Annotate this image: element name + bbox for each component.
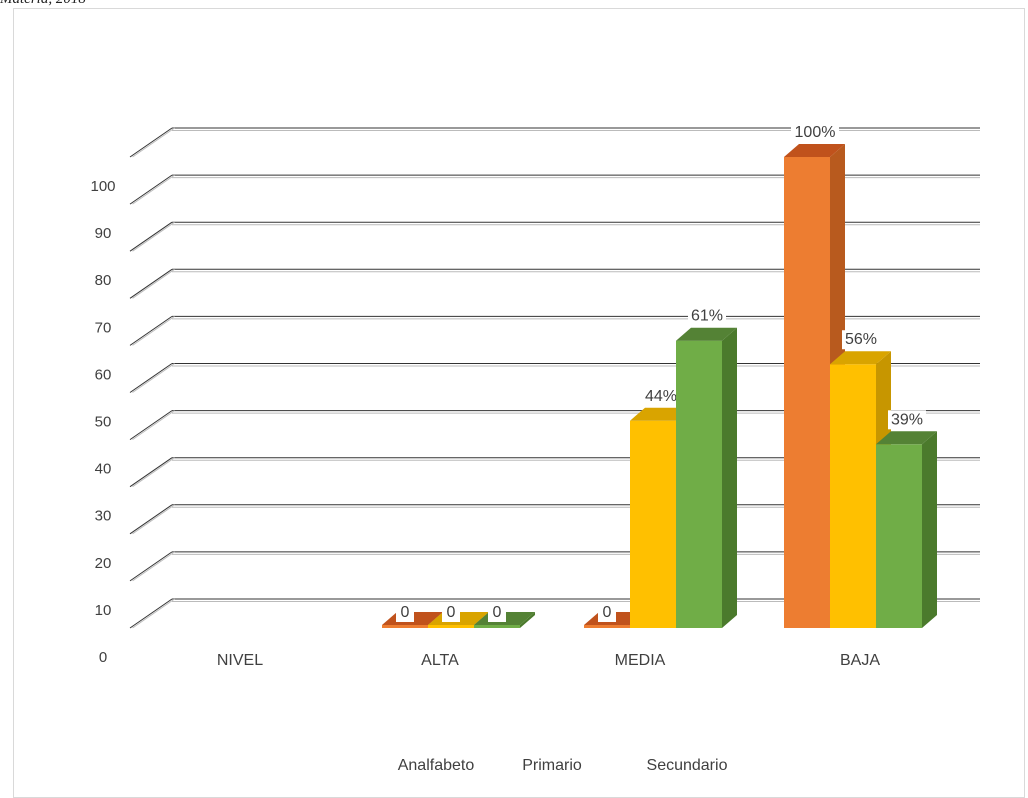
caption: Materia, 2018 — [0, 0, 86, 8]
x-tick-label: NIVEL — [217, 652, 263, 669]
bar-front — [784, 157, 830, 628]
y-tick-label: 0 — [99, 649, 107, 666]
side-gridline-shadow — [132, 315, 175, 346]
data-label-bg — [396, 603, 414, 622]
side-gridline-shadow — [132, 504, 175, 535]
side-gridline — [129, 598, 173, 629]
side-gridline-shadow — [132, 268, 175, 299]
x-axis: NIVEL ALTA MEDIA BAJA — [217, 652, 880, 669]
y-axis: 0 10 20 30 40 50 60 70 80 90 100 — [90, 178, 115, 666]
bar-front — [876, 444, 922, 628]
side-gridline — [129, 551, 173, 582]
y-tick-label: 50 — [95, 414, 112, 431]
side-gridline — [129, 410, 173, 441]
bar-front — [584, 625, 630, 628]
side-gridline — [129, 504, 173, 535]
data-label-bg — [688, 306, 726, 326]
x-tick-label: ALTA — [421, 652, 459, 669]
side-gridline — [129, 174, 173, 205]
bar-side — [722, 327, 737, 628]
bar-front — [830, 364, 876, 628]
x-tick-label: MEDIA — [615, 652, 666, 669]
bars: 0 0 0 0 44% 61% 100% 56% 39% — [382, 123, 937, 628]
bar-side — [520, 612, 535, 628]
data-label: 44% — [645, 388, 677, 405]
bar-front — [676, 340, 722, 628]
bar-top — [784, 144, 845, 157]
bar-front — [382, 625, 428, 628]
bar: 61% — [676, 306, 737, 628]
data-label-bg — [842, 330, 880, 350]
y-tick-label: 10 — [95, 602, 112, 619]
side-gridline — [129, 315, 173, 346]
side-gridline — [129, 127, 173, 158]
y-tick-label: 30 — [95, 508, 112, 525]
side-gridline-shadow — [132, 457, 175, 488]
side-gridline — [129, 268, 173, 299]
bar-front — [630, 420, 676, 628]
side-gridline-shadow — [132, 598, 175, 629]
gridlines — [129, 127, 980, 629]
data-label: 61% — [691, 308, 723, 325]
side-gridline-shadow — [132, 410, 175, 441]
data-label: 100% — [795, 124, 836, 141]
bar-top — [830, 351, 891, 365]
data-label-bg — [488, 603, 506, 622]
data-label-bg — [791, 123, 839, 142]
data-label: 0 — [603, 604, 612, 621]
y-tick-label: 70 — [95, 319, 112, 336]
data-label: 56% — [845, 331, 877, 348]
data-label: 0 — [447, 604, 456, 621]
y-tick-label: 100 — [90, 178, 115, 195]
y-tick-label: 20 — [95, 555, 112, 572]
side-gridline-shadow — [132, 127, 175, 158]
x-tick-label: BAJA — [840, 652, 880, 669]
legend: Analfabeto Primario Secundario — [398, 757, 728, 774]
bar: 0 — [474, 603, 535, 628]
data-label: 39% — [891, 411, 923, 428]
legend-entry: Analfabeto — [398, 757, 475, 774]
legend-entry: Secundario — [647, 757, 728, 774]
bar-front — [474, 625, 520, 628]
y-tick-label: 90 — [95, 225, 112, 242]
data-label: 0 — [493, 604, 502, 621]
bar: 0 — [428, 603, 489, 628]
bar-top — [676, 327, 737, 341]
data-label-bg — [598, 603, 616, 622]
bar-front — [428, 625, 474, 628]
data-label-bg — [442, 603, 460, 622]
side-gridline — [129, 457, 173, 488]
bar: 39% — [876, 410, 937, 628]
y-tick-label: 40 — [95, 461, 112, 478]
data-label-bg — [888, 410, 926, 430]
data-label-bg — [642, 386, 680, 406]
y-tick-label: 80 — [95, 272, 112, 289]
side-gridline-shadow — [132, 363, 175, 393]
side-gridline-shadow — [132, 551, 175, 582]
side-gridline-shadow — [132, 221, 175, 252]
bar-side — [922, 431, 937, 628]
bar-top — [630, 407, 691, 421]
data-label: 0 — [401, 604, 410, 621]
bar-top — [876, 431, 937, 445]
side-gridline — [129, 221, 173, 252]
side-gridline-shadow — [132, 174, 175, 205]
y-tick-label: 60 — [95, 366, 112, 383]
side-gridline — [129, 363, 173, 393]
legend-entry: Primario — [522, 757, 582, 774]
